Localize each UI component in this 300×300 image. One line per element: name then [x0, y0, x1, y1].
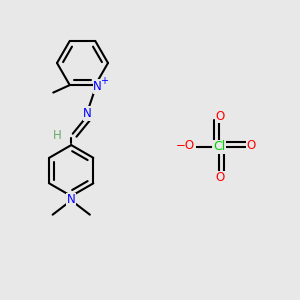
Text: O: O: [216, 110, 225, 123]
Text: +: +: [100, 76, 108, 86]
Text: Cl: Cl: [213, 140, 225, 154]
Text: H: H: [52, 129, 61, 142]
Text: N: N: [93, 80, 102, 93]
Text: −O: −O: [176, 139, 195, 152]
Text: N: N: [67, 193, 76, 206]
Text: O: O: [247, 139, 256, 152]
Text: O: O: [216, 171, 225, 184]
Text: N: N: [83, 107, 92, 120]
